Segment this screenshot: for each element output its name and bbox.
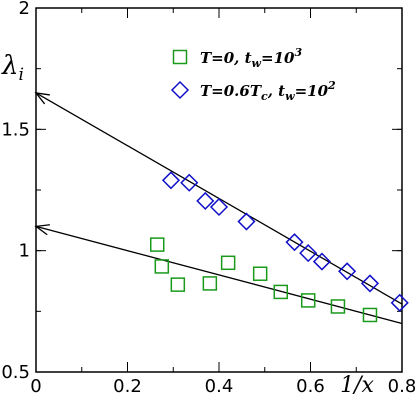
data-point-diamond — [390, 293, 409, 312]
fit-line — [35, 225, 403, 325]
y-tick-label: 1 — [19, 241, 30, 262]
x-tick-label: 0.2 — [113, 376, 142, 397]
data-point-diamond — [180, 173, 199, 192]
data-point-diamond — [312, 252, 331, 271]
data-point-square — [273, 284, 289, 300]
data-point-diamond — [161, 171, 181, 190]
x-axis-label: 1/x — [340, 373, 374, 398]
y-tick-label: 1.5 — [1, 119, 30, 140]
data-point-square — [149, 237, 165, 252]
legend-marker-diamond — [170, 80, 190, 100]
fit-arrowhead — [34, 92, 50, 105]
data-point-diamond — [237, 212, 256, 231]
legend-label-series-1: T=0, tw=103 — [200, 46, 302, 70]
x-tick-label: 0.6 — [296, 376, 325, 397]
data-point-square — [330, 299, 346, 314]
data-point-square — [220, 255, 236, 271]
x-tick-label: 0 — [30, 376, 41, 397]
legend-label-series-2: T=0.6Tc, tw=102 — [200, 79, 336, 103]
y-axis-label-subscript: i — [18, 65, 23, 85]
data-point-diamond — [285, 233, 304, 252]
y-axis-label: λi — [1, 51, 24, 85]
data-point-diamond — [338, 262, 357, 281]
plot-frame — [35, 7, 403, 373]
x-tick-label: 0.8 — [388, 376, 417, 397]
data-point-diamond — [196, 191, 215, 210]
legend-marker-square — [172, 49, 188, 65]
y-tick-label: 0.5 — [1, 362, 30, 383]
data-point-diamond — [299, 244, 318, 263]
data-point-square — [170, 277, 186, 292]
data-point-square — [202, 276, 218, 291]
fit-arrowhead — [34, 224, 50, 236]
data-point-square — [362, 307, 378, 323]
data-point-diamond — [360, 274, 380, 293]
data-point-square — [300, 293, 316, 308]
data-point-square — [154, 259, 170, 274]
data-point-square — [252, 266, 268, 281]
data-point-diamond — [209, 197, 229, 217]
x-tick-label: 0.4 — [205, 376, 234, 397]
y-tick-label: 2 — [19, 0, 30, 19]
